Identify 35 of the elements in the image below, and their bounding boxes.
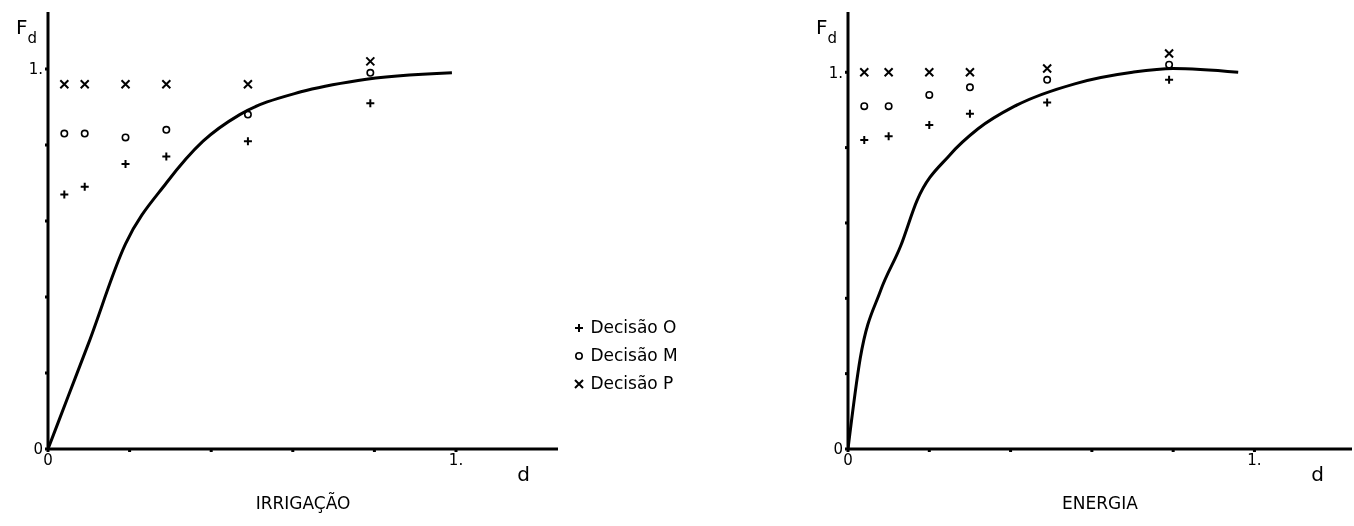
point xyxy=(965,83,974,92)
y-axis-title: F$_{d}$ xyxy=(816,15,838,47)
legend-label: Decisão P xyxy=(590,373,674,393)
point xyxy=(366,68,375,77)
y-axis-title: F$_{d}$ xyxy=(16,15,38,47)
x-axis-title: d xyxy=(1311,462,1324,486)
text: ENERGIA xyxy=(1062,493,1139,513)
text: IRRIGAÇÃO xyxy=(255,492,351,513)
point xyxy=(60,129,69,138)
point xyxy=(242,79,253,90)
point xyxy=(925,90,934,99)
x-tick-label: 1. xyxy=(1247,450,1262,469)
point xyxy=(120,79,131,90)
point xyxy=(883,67,894,78)
point xyxy=(1164,48,1175,59)
x-tick-label: 1. xyxy=(448,450,464,469)
point xyxy=(884,102,893,111)
point xyxy=(924,67,935,78)
point xyxy=(243,110,252,119)
point xyxy=(859,67,870,78)
legend-label: Decisão O xyxy=(590,317,677,337)
x-axis-title: d xyxy=(517,462,530,486)
point xyxy=(1043,75,1052,84)
legend-label: Decisão M xyxy=(590,345,678,365)
point xyxy=(964,67,975,78)
point xyxy=(162,125,171,134)
point xyxy=(79,79,90,90)
point xyxy=(1165,60,1174,69)
point xyxy=(59,79,70,90)
point xyxy=(161,79,172,90)
point xyxy=(121,133,130,142)
point xyxy=(860,102,869,111)
point xyxy=(80,129,89,138)
point xyxy=(365,56,376,67)
point xyxy=(1042,63,1053,74)
